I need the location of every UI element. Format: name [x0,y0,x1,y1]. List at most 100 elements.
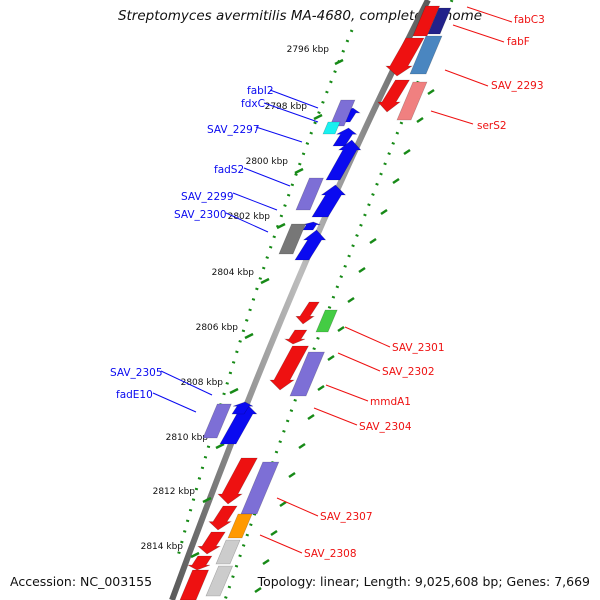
gene-label-reverse[interactable]: serS2 [477,120,507,132]
label-leader-line [325,384,369,402]
gene-label-reverse[interactable]: fabC3 [514,14,545,26]
gene-cog-block[interactable] [329,99,356,127]
gene-label-reverse[interactable]: SAV_2293 [491,80,544,92]
kbp-tick-label: 2806 kbp [196,323,239,333]
kbp-tick-label: 2798 kbp [265,102,308,112]
label-leader-line [232,192,278,211]
gene-reverse-block[interactable] [179,569,210,600]
gene-label-reverse[interactable]: fabF [507,36,530,48]
label-leader-line [225,212,269,233]
label-leader-line [430,110,474,125]
label-leader-line [255,126,303,143]
gene-cog-block[interactable] [427,7,452,35]
gene-label-forward[interactable]: SAV_2297 [207,124,260,136]
track-tick [392,177,400,185]
gene-cog-block[interactable] [295,177,324,211]
gene-forward-block[interactable] [231,401,254,415]
gene-reverse-block[interactable] [197,531,226,555]
kbp-tick-mark [294,167,304,175]
gene-label-forward[interactable]: SAV_2300 [174,209,227,221]
label-leader-line [344,326,391,348]
gene-cog-block[interactable] [315,309,338,333]
track-tick [403,148,411,156]
gene-label-forward[interactable]: fadS2 [214,164,244,176]
track-tick [270,529,278,537]
label-leader-line [276,497,319,517]
kbp-tick-label: 2810 kbp [166,433,209,443]
label-leader-line [259,534,303,554]
gene-label-reverse[interactable]: SAV_2304 [359,421,412,433]
genome-backbone [169,0,431,600]
track-tick [369,237,377,245]
track-tick [288,471,296,479]
accession-label: Accession: NC_003155 [10,574,153,589]
label-leader-line [152,392,197,413]
kbp-tick-mark [313,113,323,121]
gene-cog-block[interactable] [289,351,325,397]
gene-forward-block[interactable] [294,229,327,261]
inner-track [175,29,354,561]
kbp-tick-mark [260,277,270,285]
gene-label-reverse[interactable]: SAV_2308 [304,548,357,560]
gene-forward-block[interactable] [302,221,321,231]
label-leader-line [337,352,381,372]
label-leader-line [263,102,319,123]
gene-reverse-block[interactable] [187,555,213,571]
gene-reverse-block[interactable] [295,301,320,325]
label-leader-line [243,167,291,187]
track-tick [358,266,366,274]
gene-reverse-block[interactable] [283,329,308,345]
track-tick [254,586,262,594]
gene-reverse-block[interactable] [269,345,309,391]
kbp-tick-label: 2796 kbp [287,45,330,55]
genome-summary: Topology: linear; Length: 9,025,608 bp; … [257,574,590,589]
gene-reverse-block[interactable] [377,79,410,113]
gene-reverse-block[interactable] [412,5,441,37]
gene-reverse-block[interactable] [385,37,425,77]
gene-forward-block[interactable] [325,139,362,181]
gene-label-forward[interactable]: SAV_2299 [181,191,234,203]
kbp-tick-label: 2802 kbp [228,212,271,222]
gene-cog-block[interactable] [396,81,428,121]
gene-label-forward[interactable]: fdxC [241,98,265,110]
gene-label-forward[interactable]: fadE10 [116,389,153,401]
gene-cog-block[interactable] [227,513,253,539]
track-tick [298,442,306,450]
gene-label-forward[interactable]: fabI2 [247,85,274,97]
gene-label-reverse[interactable]: SAV_2302 [382,366,435,378]
label-leader-line [160,370,213,396]
gene-cog-block[interactable] [215,539,241,565]
gene-cog-block[interactable] [278,223,307,255]
gene-reverse-block[interactable] [208,505,238,531]
kbp-tick-label: 2808 kbp [181,378,224,388]
label-leader-line [444,69,489,87]
gene-label-reverse[interactable]: SAV_2307 [320,511,373,523]
kbp-tick-mark [229,387,239,395]
gene-cog-block[interactable] [409,35,443,75]
label-leader-line [313,407,358,426]
track-tick [347,296,355,304]
gene-reverse-block[interactable] [217,457,258,505]
gene-cog-block[interactable] [205,565,234,597]
track-tick [317,384,325,392]
track-tick [279,500,287,508]
gene-cog-block[interactable] [322,121,341,135]
kbp-tick-label: 2812 kbp [153,487,196,497]
gene-cog-block[interactable] [202,403,232,439]
kbp-tick-label: 2814 kbp [141,542,184,552]
kbp-tick-mark [215,442,225,450]
gene-label-reverse[interactable]: mmdA1 [370,396,411,408]
track-tick [416,116,424,124]
track-tick [337,325,345,333]
gene-forward-block[interactable] [332,127,358,147]
gene-forward-block[interactable] [311,184,347,218]
label-leader-line [452,24,505,43]
label-leader-line [269,89,319,109]
gene-label-forward[interactable]: SAV_2305 [110,367,163,379]
gene-label-reverse[interactable]: SAV_2301 [392,342,445,354]
track-tick [327,354,335,362]
kbp-tick-mark [190,551,200,559]
label-leader-line [466,6,513,23]
track-tick [262,558,270,566]
